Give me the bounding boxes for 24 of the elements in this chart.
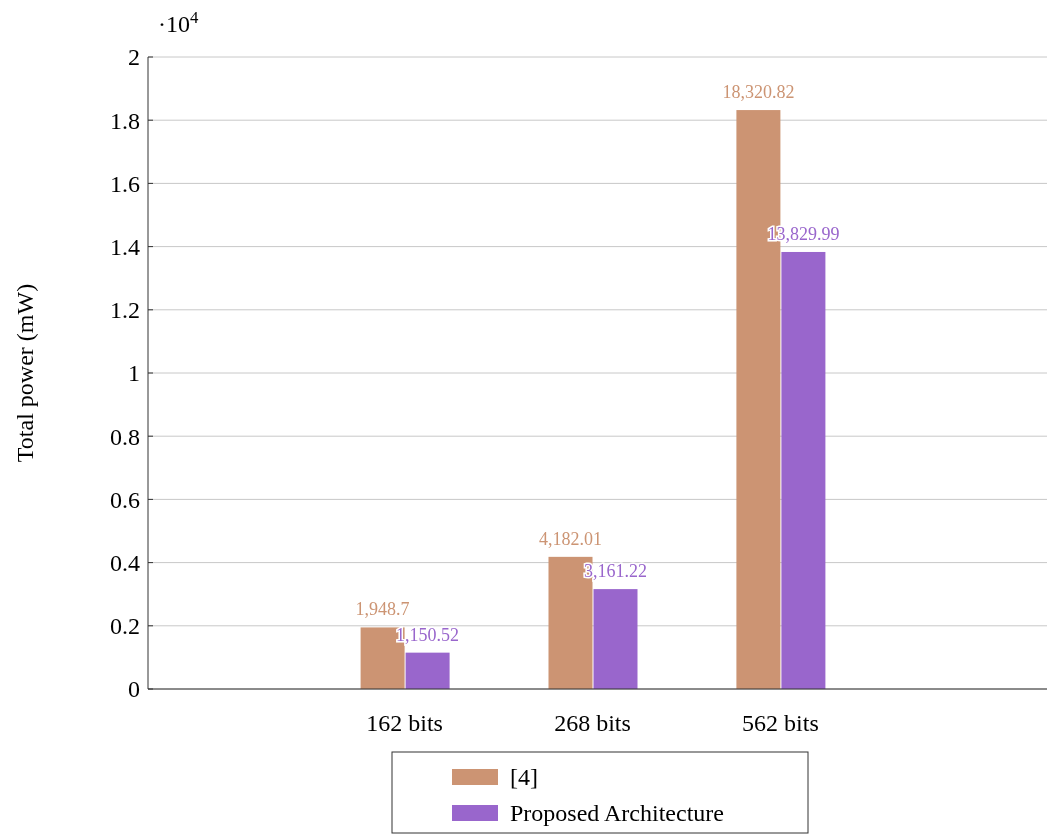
y-tick-label: 1.4	[110, 234, 140, 260]
annotation: 4,182.01	[539, 528, 602, 549]
y-tick-label: 1.8	[110, 107, 140, 134]
x-tick-label: 268 bits	[554, 710, 631, 736]
annotation: 1,948.7	[355, 599, 410, 620]
y-tick-label: 2	[128, 44, 140, 71]
text: ·10$^{4}$	[158, 7, 199, 37]
y-tick-label: 0.6	[110, 486, 140, 513]
y-tick-label: 1.6	[110, 170, 140, 197]
bar	[781, 251, 826, 689]
bar	[593, 589, 638, 689]
annotation: 18,320.82	[722, 82, 795, 103]
y-axis-title: Total power (mW)	[12, 283, 38, 463]
legend-label: [4]	[510, 764, 538, 791]
y-tick-label: 0.4	[110, 550, 140, 576]
y-tick-label: 1.2	[110, 297, 140, 324]
y-tick-label: 0	[128, 676, 140, 703]
x-tick-label: 562 bits	[742, 710, 819, 736]
y-tick-label: 0.2	[110, 613, 140, 640]
bar	[405, 652, 450, 689]
y-tick-label: 1	[128, 360, 140, 387]
y-tick-label: 0.8	[110, 423, 140, 450]
legend-label: Proposed Architecture	[510, 800, 724, 827]
x-tick-label: 162 bits	[366, 710, 443, 736]
